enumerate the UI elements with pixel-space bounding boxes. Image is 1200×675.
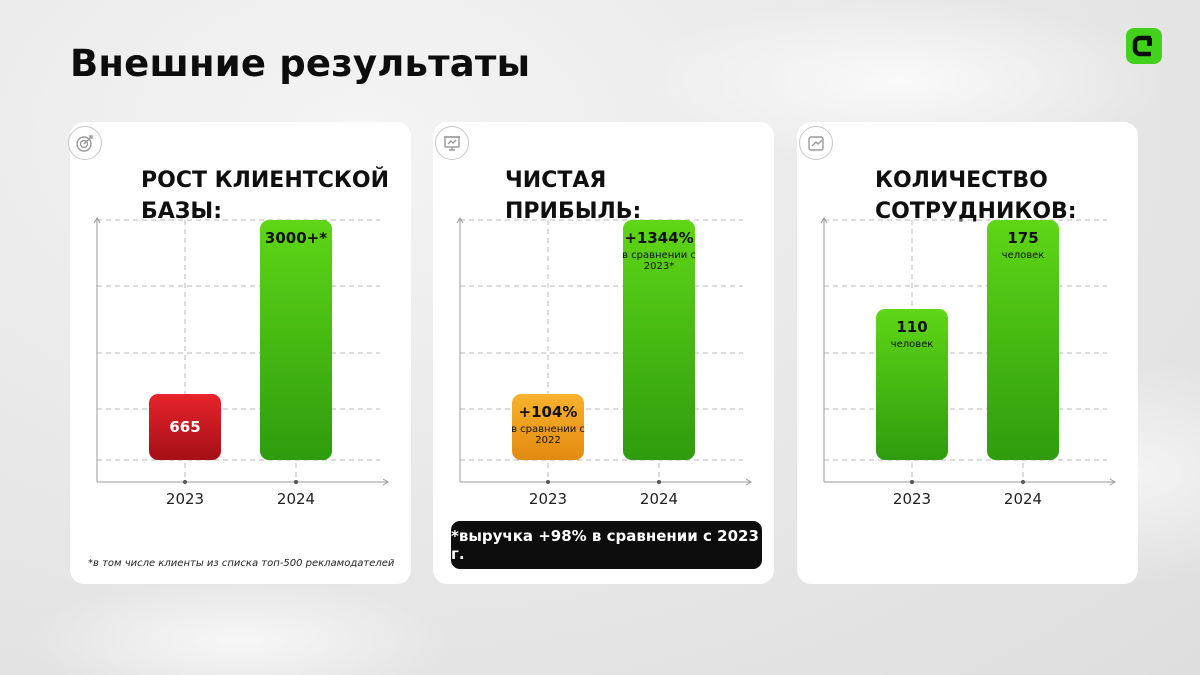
page-title: Внешние результаты (70, 42, 531, 85)
chart-bar: 3000+* (260, 220, 332, 460)
x-tick-label: 2023 (165, 490, 205, 508)
chart-axes (820, 217, 1116, 486)
chart-bar: +104% в сравнении с 2022 (511, 394, 585, 460)
revenue-note: *выручка +98% в сравнении с 2023 г. (451, 521, 762, 569)
employees-card: КОЛИЧЕСТВО СОТРУДНИКОВ: 110 человек 2023 175… (797, 122, 1138, 584)
x-axis (824, 478, 1116, 486)
x-tick-label: 2023 (892, 490, 932, 508)
chart-bar: +1344% в сравнении с 2023* (622, 220, 696, 460)
chart-bar: 110 человек (876, 309, 948, 460)
client-base-title: РОСТ КЛИЕНТСКОЙ БАЗЫ: (141, 168, 389, 224)
x-tick (657, 480, 661, 484)
client-base-footnote: *в том числе клиенты из списка топ-500 р… (88, 558, 395, 569)
client-base-card: РОСТ КЛИЕНТСКОЙ БАЗЫ: 665 2023 3000+* 2024 *… (68, 122, 411, 584)
x-tick (546, 480, 550, 484)
client-base-chart: 665 2023 3000+* 2024 (70, 122, 411, 522)
x-tick-label: 2024 (639, 490, 679, 508)
chart-axes (456, 217, 752, 486)
bar-value-label: +1344% (624, 229, 694, 247)
employees-chart: 110 человек 2023 175 человек 2024 (797, 122, 1138, 522)
x-tick-label: 2024 (276, 490, 316, 508)
y-axis (456, 217, 464, 482)
chart-bar: 665 (149, 394, 221, 460)
y-axis (93, 217, 101, 482)
net-profit-chart: +104% в сравнении с 2022 2023 +1344% в сравн… (433, 122, 774, 522)
bar-value-label: 3000+* (264, 229, 328, 247)
bar-sub-label: человек (890, 339, 934, 350)
y-axis (820, 217, 828, 482)
x-tick (910, 480, 914, 484)
bar-sub-label: в сравнении с 2022 (511, 424, 585, 446)
bar-sub-label: человек (1001, 250, 1045, 261)
x-axis (460, 478, 752, 486)
bar-value-label: 665 (169, 417, 201, 436)
x-tick (183, 480, 187, 484)
net-profit-card: ЧИСТАЯ ПРИБЫЛЬ: +104% в сравнении с 2022 20… (433, 122, 774, 584)
bar-value-label: 175 (1007, 229, 1039, 247)
presentation-chart-icon (435, 126, 469, 160)
brand-logo-icon (1126, 28, 1162, 64)
growth-chart-icon (799, 126, 833, 160)
bar-sub-label: в сравнении с 2023* (622, 250, 696, 272)
x-tick-label: 2024 (1003, 490, 1043, 508)
x-tick (1021, 480, 1025, 484)
bar-value-label: 110 (896, 318, 928, 336)
chart-axes (93, 217, 389, 486)
chart-bar: 175 человек (987, 220, 1059, 460)
x-tick (294, 480, 298, 484)
x-axis (97, 478, 389, 486)
bar-value-label: +104% (518, 403, 578, 421)
x-tick-label: 2023 (528, 490, 568, 508)
target-icon (68, 126, 102, 160)
